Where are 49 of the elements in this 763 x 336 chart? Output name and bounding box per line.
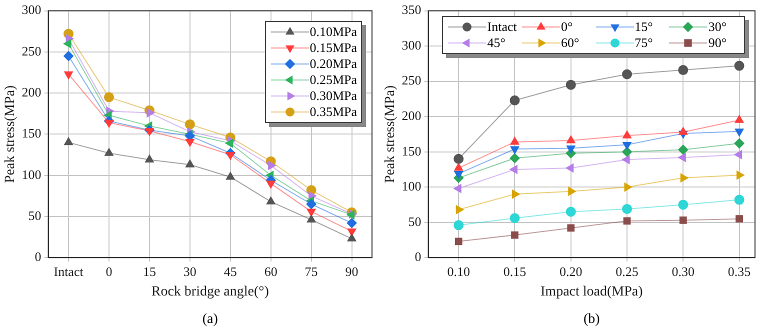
legend-label: 0.25MPa <box>310 72 357 88</box>
y-tick-label: 200 <box>402 108 422 123</box>
legend-label: 0.15MPa <box>310 40 357 56</box>
x-tick-label: 60 <box>264 264 278 279</box>
legend-label: 15° <box>634 18 653 35</box>
x-tick-label: 15 <box>142 264 156 279</box>
x-tick-label: 75 <box>304 264 318 279</box>
x-tick-label: 0.15 <box>503 264 526 279</box>
legend-label: 0.35MPa <box>310 104 357 120</box>
legend-label: 0.30MPa <box>310 88 357 104</box>
y-tick-label: 250 <box>22 43 42 58</box>
legend-label: 0° <box>560 18 573 35</box>
legend-label: 30° <box>708 18 727 35</box>
x-tick-label: 0.20 <box>560 264 582 279</box>
x-tick-label: 90 <box>345 264 358 279</box>
y-axis-title: Peak stress(MPa) <box>383 85 398 184</box>
x-tick-label: 0.25 <box>616 264 638 279</box>
y-tick-label: 150 <box>22 126 42 141</box>
y-tick-label: 100 <box>402 178 422 194</box>
legend-label: 0.10MPa <box>310 24 357 40</box>
legend-label: 60° <box>560 34 580 51</box>
y-tick-label: 300 <box>402 37 422 52</box>
y-tick-label: 50 <box>28 208 42 223</box>
text: (a) <box>201 312 219 328</box>
y-axis-title: Peak stress(MPa) <box>3 85 18 184</box>
legend-label: Intact <box>487 18 517 35</box>
legend-label: 75° <box>634 34 653 51</box>
y-tick-label: 0 <box>414 249 422 264</box>
x-tick-label: 0.10 <box>447 264 470 279</box>
legend-label: 0.20MPa <box>310 56 357 72</box>
x-tick-label: 0.30 <box>672 264 695 279</box>
x-tick-label: 0 <box>106 264 112 279</box>
y-tick-label: 50 <box>408 214 422 229</box>
y-tick-label: 0 <box>34 249 42 264</box>
x-tick-label: 30 <box>183 264 196 279</box>
y-tick-label: 200 <box>22 84 42 100</box>
x-tick-label: 0.35 <box>728 264 751 279</box>
x-tick-label: 45 <box>224 264 237 279</box>
y-tick-label: 150 <box>402 143 422 158</box>
y-tick-label: 250 <box>402 72 422 88</box>
x-axis-title: Rock bridge angle(°) <box>151 284 270 300</box>
x-axis-title: Impact load(MPa) <box>540 284 644 300</box>
legend-label: 90° <box>708 34 727 51</box>
y-tick-label: 100 <box>22 166 42 182</box>
x-tick-label: Intact <box>54 264 84 279</box>
y-tick-label: 350 <box>402 2 422 18</box>
legend-label: 45° <box>487 34 506 51</box>
y-tick-label: 300 <box>22 2 42 18</box>
text: (b) <box>582 312 601 328</box>
